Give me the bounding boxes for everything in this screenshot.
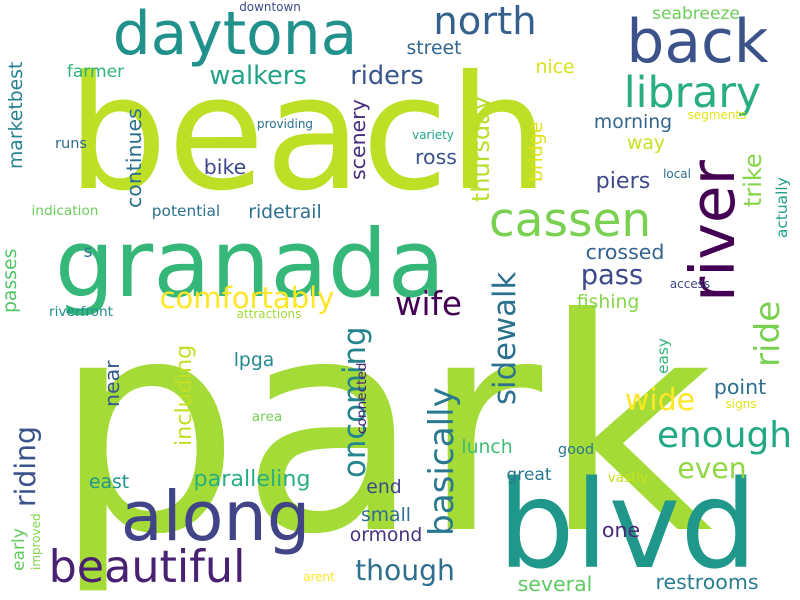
word-wide: wide — [624, 382, 696, 418]
word-easy: easy — [654, 338, 673, 374]
word-actually: actually — [773, 177, 792, 238]
word-street: street — [406, 37, 462, 59]
word-including: including — [170, 344, 197, 446]
word-ross: ross — [415, 144, 457, 169]
word-beautiful: beautiful — [48, 541, 246, 593]
word-north: north — [433, 0, 537, 45]
word-vastly: vastly — [607, 470, 649, 487]
word-end: end — [366, 476, 402, 498]
word-passes: passes — [0, 248, 21, 314]
word-bike: bike — [203, 154, 247, 179]
word-back: back — [626, 7, 769, 78]
word-access: access — [669, 277, 711, 292]
word-seabreeze: seabreeze — [652, 4, 740, 25]
word-pass: pass — [580, 260, 644, 292]
word-east: east — [88, 471, 130, 493]
word-near: near — [99, 360, 124, 408]
word-signs: signs — [725, 397, 757, 412]
word-paralleling: paralleling — [193, 465, 311, 492]
word-crossed: crossed — [585, 239, 665, 264]
word-early: early — [9, 528, 30, 572]
word-granada: granada — [54, 209, 446, 319]
word-beach: beach — [67, 42, 549, 227]
word-indication: indication — [31, 203, 99, 220]
word-good: good — [557, 442, 595, 459]
word-daytona: daytona — [112, 0, 358, 70]
word-bridge: bridge — [525, 121, 547, 183]
word-ride: ride — [747, 300, 788, 368]
word-several: several — [517, 571, 593, 596]
word-trike: trike — [739, 153, 768, 207]
word-ridetrail: ridetrail — [248, 201, 322, 223]
word-one: one — [601, 517, 641, 542]
word-fishing: fishing — [576, 291, 640, 313]
word-comfortably: comfortably — [159, 281, 335, 316]
word-though: though — [355, 554, 455, 588]
word-cassen: cassen — [488, 192, 652, 248]
word-blvd: blvd — [497, 454, 758, 597]
word-riding: riding — [9, 426, 43, 508]
word-attractions: attractions — [236, 307, 302, 322]
word-walkers: walkers — [209, 61, 307, 92]
word-piers: piers — [595, 167, 651, 194]
word-area: area — [251, 409, 283, 426]
word-variety: variety — [412, 128, 454, 143]
word-downtown: downtown — [239, 0, 301, 15]
word-providing: providing — [256, 117, 314, 132]
word-ormond: ormond — [349, 524, 423, 546]
word-point: point — [713, 374, 767, 399]
word-connected: connected — [354, 362, 371, 434]
word-library: library — [623, 67, 762, 118]
word-enough: enough — [656, 415, 792, 457]
word-way: way — [626, 132, 666, 154]
word-small: small — [360, 504, 412, 526]
word-wife: wife — [395, 284, 462, 323]
word-scenery: scenery — [345, 99, 370, 181]
word-s: s — [83, 242, 93, 263]
word-riders: riders — [350, 61, 424, 92]
word-local: local — [663, 167, 691, 182]
word-park: park — [53, 255, 713, 600]
word-nice: nice — [535, 56, 575, 78]
word-basically: basically — [421, 387, 462, 537]
word-continues: continues — [121, 108, 146, 208]
word-great: great — [506, 465, 552, 486]
word-segments: segments — [687, 108, 747, 123]
word-lpga: lpga — [233, 349, 275, 371]
word-improved: improved — [29, 513, 44, 571]
word-arent: arent — [303, 570, 335, 585]
word-thursday: thursday — [467, 95, 496, 202]
word-lunch: lunch — [461, 436, 513, 458]
word-morning: morning — [593, 111, 673, 133]
word-marketbest: marketbest — [5, 61, 27, 169]
word-even: even — [677, 452, 747, 486]
word-along: along — [120, 477, 311, 557]
word-sidewalk: sidewalk — [486, 271, 523, 405]
word-farmer: farmer — [66, 62, 125, 83]
word-runs: runs — [55, 136, 87, 153]
word-riverfront: riverfront — [49, 304, 113, 321]
word-potential: potential — [151, 202, 221, 221]
word-restrooms: restrooms — [655, 569, 759, 594]
